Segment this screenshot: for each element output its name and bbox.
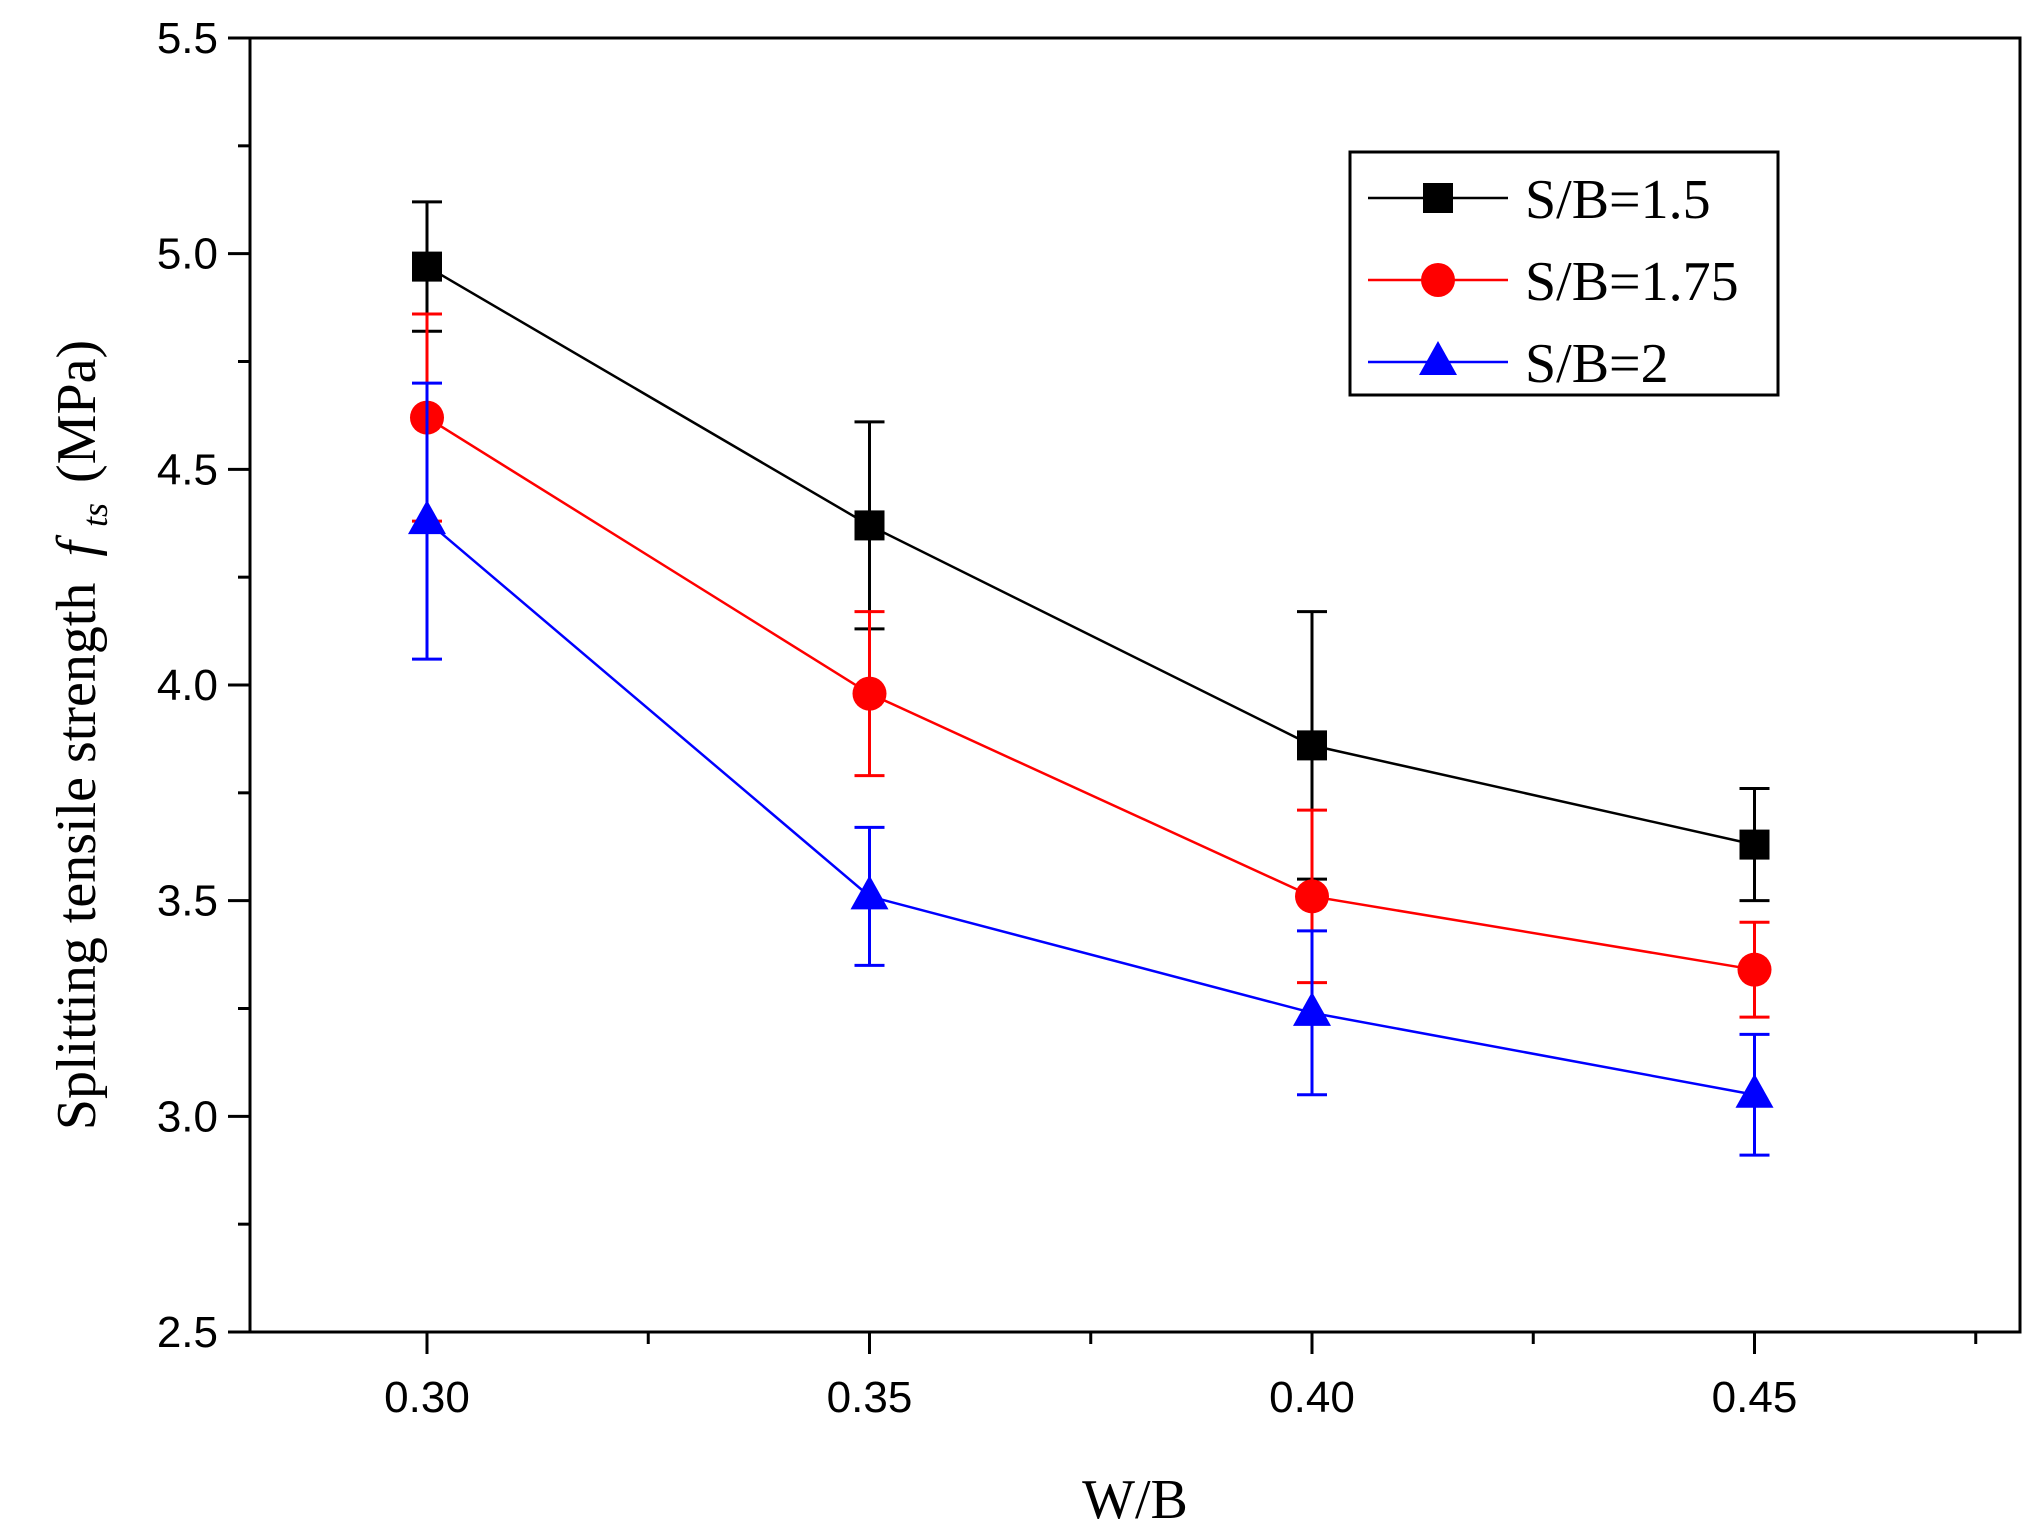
- svg-text:Splitting tensile strength: Splitting tensile strength f ts (MPa): [46, 340, 120, 1130]
- x-axis: 0.30 0.35 0.40 0.45: [384, 1332, 1978, 1422]
- legend-item: S/B=1.5: [1368, 169, 1711, 231]
- series-line: [426, 520, 1755, 1096]
- y-tick-label: 2.5: [157, 1308, 218, 1357]
- data-point: [1295, 879, 1329, 914]
- data-point: [1735, 1073, 1774, 1108]
- legend-label: S/B=1.5: [1525, 169, 1711, 231]
- data-point: [854, 510, 885, 541]
- x-tick-label: 0.40: [1269, 1373, 1355, 1422]
- data-point: [1737, 952, 1772, 987]
- y-tick-label: 3.5: [157, 877, 218, 926]
- data-point: [408, 500, 446, 535]
- x-tick-label: 0.30: [384, 1373, 470, 1422]
- data-point: [1739, 829, 1770, 860]
- data-point: [1297, 730, 1327, 761]
- y-axis: 2.5 3.0 3.5 4.0 4.5 5.0 5.5: [157, 14, 250, 1357]
- y-axis-title: Splitting tensile strength f ts (MPa): [46, 340, 120, 1130]
- legend: S/B=1.5 S/B=1.75 S/B=2: [1348, 150, 1780, 397]
- legend-marker: [1423, 183, 1453, 213]
- series-3: [408, 381, 1774, 1157]
- y-tick-label: 5.5: [157, 14, 218, 63]
- series-line: [426, 265, 1755, 846]
- y-tick-label: 5.0: [157, 230, 218, 279]
- legend-marker: [1421, 263, 1455, 297]
- data-point: [412, 251, 442, 282]
- series-1: [412, 200, 1770, 903]
- legend-label: S/B=1.75: [1525, 251, 1739, 313]
- y-axis-title-symbol: f: [46, 534, 108, 557]
- y-axis-title-subscript: ts: [75, 503, 115, 527]
- legend-item: S/B=1.75: [1368, 251, 1739, 313]
- legend-marker: [1419, 341, 1457, 375]
- y-axis-title-unit: (MPa): [46, 340, 108, 483]
- data-point: [850, 875, 889, 910]
- y-tick-label: 3.0: [157, 1092, 218, 1141]
- series-line: [426, 416, 1755, 971]
- legend-box: [1348, 150, 1780, 397]
- data-point: [1293, 991, 1331, 1026]
- x-tick-label: 0.35: [827, 1373, 913, 1422]
- data-point: [852, 676, 887, 711]
- y-tick-label: 4.5: [157, 445, 218, 494]
- x-axis-title: W/B: [1082, 1469, 1188, 1531]
- y-tick-label: 4.0: [157, 661, 218, 710]
- y-axis-title-main: Splitting tensile strength: [46, 583, 108, 1131]
- legend-item: S/B=2: [1368, 333, 1669, 395]
- x-tick-label: 0.45: [1712, 1373, 1798, 1422]
- legend-label: S/B=2: [1525, 333, 1669, 395]
- series-layer: [408, 200, 1774, 1157]
